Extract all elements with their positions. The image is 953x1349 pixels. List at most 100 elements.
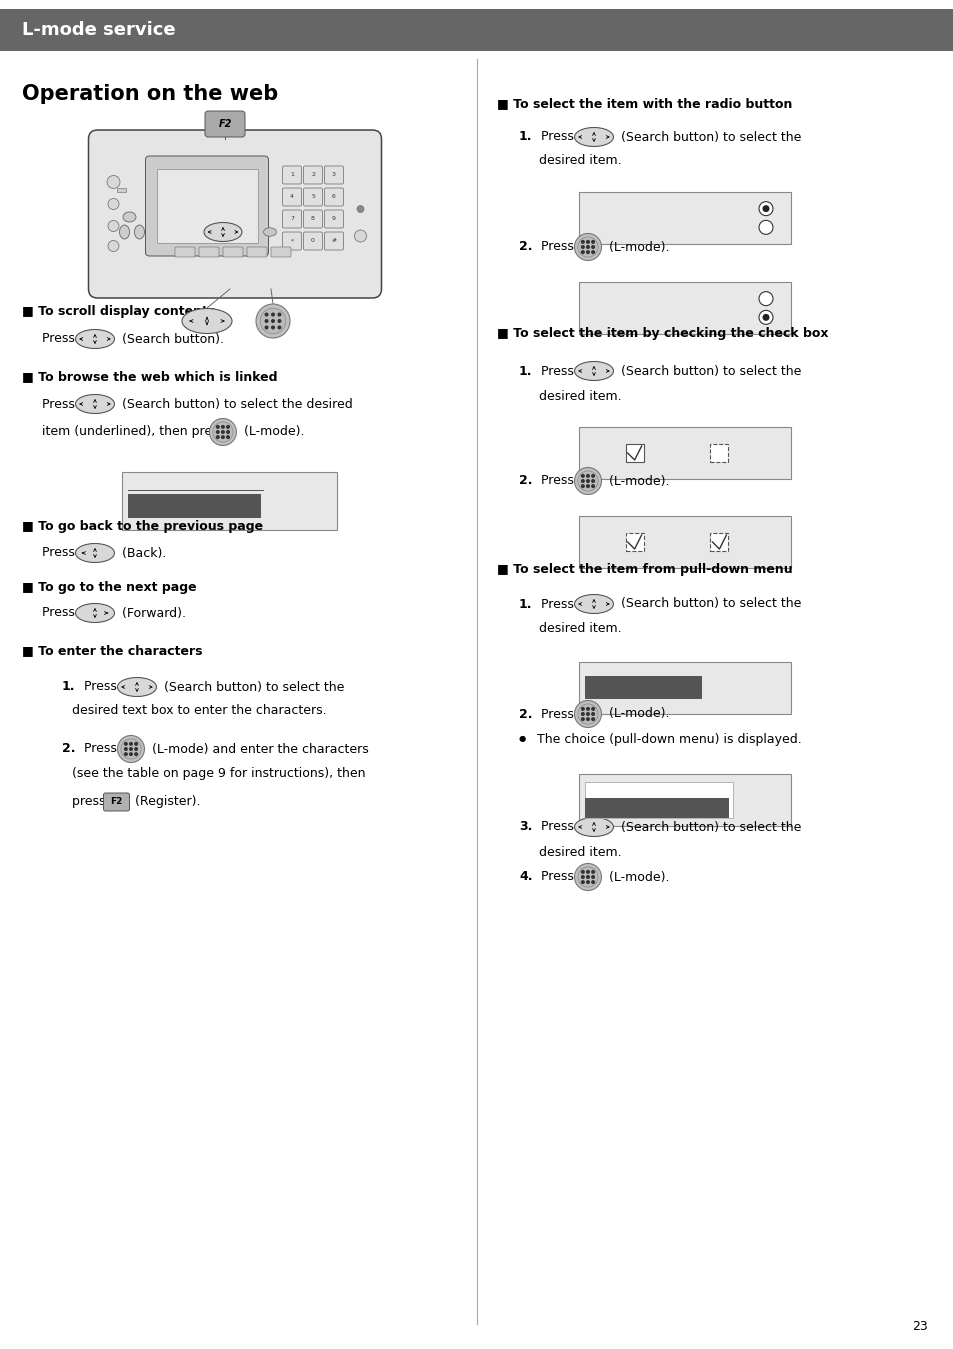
Circle shape (581, 718, 583, 720)
Text: F2: F2 (111, 797, 123, 807)
Circle shape (216, 436, 219, 438)
Circle shape (581, 870, 583, 873)
Text: 2.: 2. (518, 240, 532, 254)
Ellipse shape (578, 867, 598, 888)
Circle shape (108, 240, 119, 251)
Text: 1.: 1. (518, 364, 532, 378)
Text: ■ To scroll display contents: ■ To scroll display contents (22, 305, 215, 317)
Circle shape (227, 425, 229, 428)
Text: 2.: 2. (518, 475, 532, 487)
Circle shape (272, 320, 274, 322)
Text: (Register).: (Register). (132, 796, 201, 808)
FancyBboxPatch shape (247, 247, 267, 258)
Text: item (underlined), then press: item (underlined), then press (42, 425, 229, 438)
FancyBboxPatch shape (223, 247, 243, 258)
Circle shape (278, 320, 280, 322)
Text: press: press (71, 796, 110, 808)
Text: Press: Press (42, 398, 79, 410)
Circle shape (586, 876, 589, 878)
Text: Press: Press (540, 707, 578, 720)
Text: 2: 2 (311, 173, 314, 178)
Circle shape (591, 251, 594, 254)
Circle shape (227, 430, 229, 433)
FancyBboxPatch shape (578, 282, 790, 335)
Text: *: * (290, 239, 294, 244)
Ellipse shape (578, 237, 598, 258)
Circle shape (581, 712, 583, 715)
Text: (Search button).: (Search button). (118, 332, 224, 345)
Text: (Search button) to select the: (Search button) to select the (617, 820, 801, 834)
Circle shape (581, 246, 583, 248)
Text: desired item.: desired item. (538, 155, 621, 167)
Text: (Search button) to select the desired: (Search button) to select the desired (118, 398, 353, 410)
Text: 0: 0 (311, 239, 314, 244)
Text: Press: Press (84, 680, 121, 693)
Ellipse shape (574, 595, 613, 614)
FancyBboxPatch shape (584, 782, 733, 819)
FancyBboxPatch shape (128, 494, 261, 518)
Circle shape (591, 718, 594, 720)
Text: Press: Press (540, 475, 578, 487)
Circle shape (134, 753, 137, 755)
Circle shape (265, 326, 268, 329)
FancyBboxPatch shape (282, 166, 301, 183)
Circle shape (289, 166, 294, 171)
Text: (L-mode).: (L-mode). (240, 425, 305, 438)
Ellipse shape (213, 422, 233, 442)
Text: 1: 1 (290, 173, 294, 178)
Text: L-mode service: L-mode service (22, 22, 175, 39)
Text: 8: 8 (311, 216, 314, 221)
Ellipse shape (75, 603, 114, 622)
Circle shape (278, 313, 280, 316)
Ellipse shape (75, 329, 114, 348)
Ellipse shape (117, 735, 144, 762)
Ellipse shape (75, 394, 114, 414)
Circle shape (586, 712, 589, 715)
Circle shape (586, 870, 589, 873)
FancyBboxPatch shape (584, 676, 700, 699)
Text: (Back).: (Back). (118, 546, 167, 560)
Text: 9: 9 (332, 216, 335, 221)
Ellipse shape (123, 212, 136, 223)
Ellipse shape (574, 817, 613, 836)
FancyBboxPatch shape (199, 247, 219, 258)
Text: 6: 6 (332, 194, 335, 200)
FancyBboxPatch shape (303, 232, 322, 250)
FancyBboxPatch shape (146, 156, 268, 256)
Circle shape (125, 753, 127, 755)
Ellipse shape (574, 700, 600, 727)
FancyBboxPatch shape (584, 799, 728, 819)
FancyBboxPatch shape (324, 188, 343, 206)
Text: (L-mode).: (L-mode). (605, 870, 669, 884)
Circle shape (586, 881, 589, 884)
FancyBboxPatch shape (282, 210, 301, 228)
Ellipse shape (260, 309, 286, 333)
Text: 3.: 3. (518, 820, 532, 834)
Text: desired item.: desired item. (538, 846, 621, 858)
Circle shape (581, 876, 583, 878)
Circle shape (278, 326, 280, 329)
FancyBboxPatch shape (578, 517, 790, 568)
Ellipse shape (574, 468, 600, 495)
FancyBboxPatch shape (303, 210, 322, 228)
Text: (see the table on page 9 for instructions), then: (see the table on page 9 for instruction… (71, 768, 365, 781)
Text: ■ To go to the next page: ■ To go to the next page (22, 580, 196, 594)
Circle shape (125, 742, 127, 745)
Text: #: # (331, 239, 336, 244)
Circle shape (581, 708, 583, 710)
Ellipse shape (209, 418, 236, 445)
Ellipse shape (574, 128, 613, 147)
Text: 1.: 1. (62, 680, 75, 693)
Circle shape (130, 747, 132, 750)
FancyBboxPatch shape (103, 793, 130, 811)
Circle shape (759, 201, 772, 216)
Text: 3: 3 (332, 173, 335, 178)
FancyBboxPatch shape (174, 247, 194, 258)
Text: (Search button) to select the: (Search button) to select the (617, 598, 801, 611)
Circle shape (221, 430, 224, 433)
Text: The choice (pull-down menu) is displayed.: The choice (pull-down menu) is displayed… (537, 733, 801, 746)
Circle shape (591, 246, 594, 248)
Text: 4: 4 (290, 194, 294, 200)
Circle shape (581, 240, 583, 243)
FancyBboxPatch shape (156, 169, 257, 243)
